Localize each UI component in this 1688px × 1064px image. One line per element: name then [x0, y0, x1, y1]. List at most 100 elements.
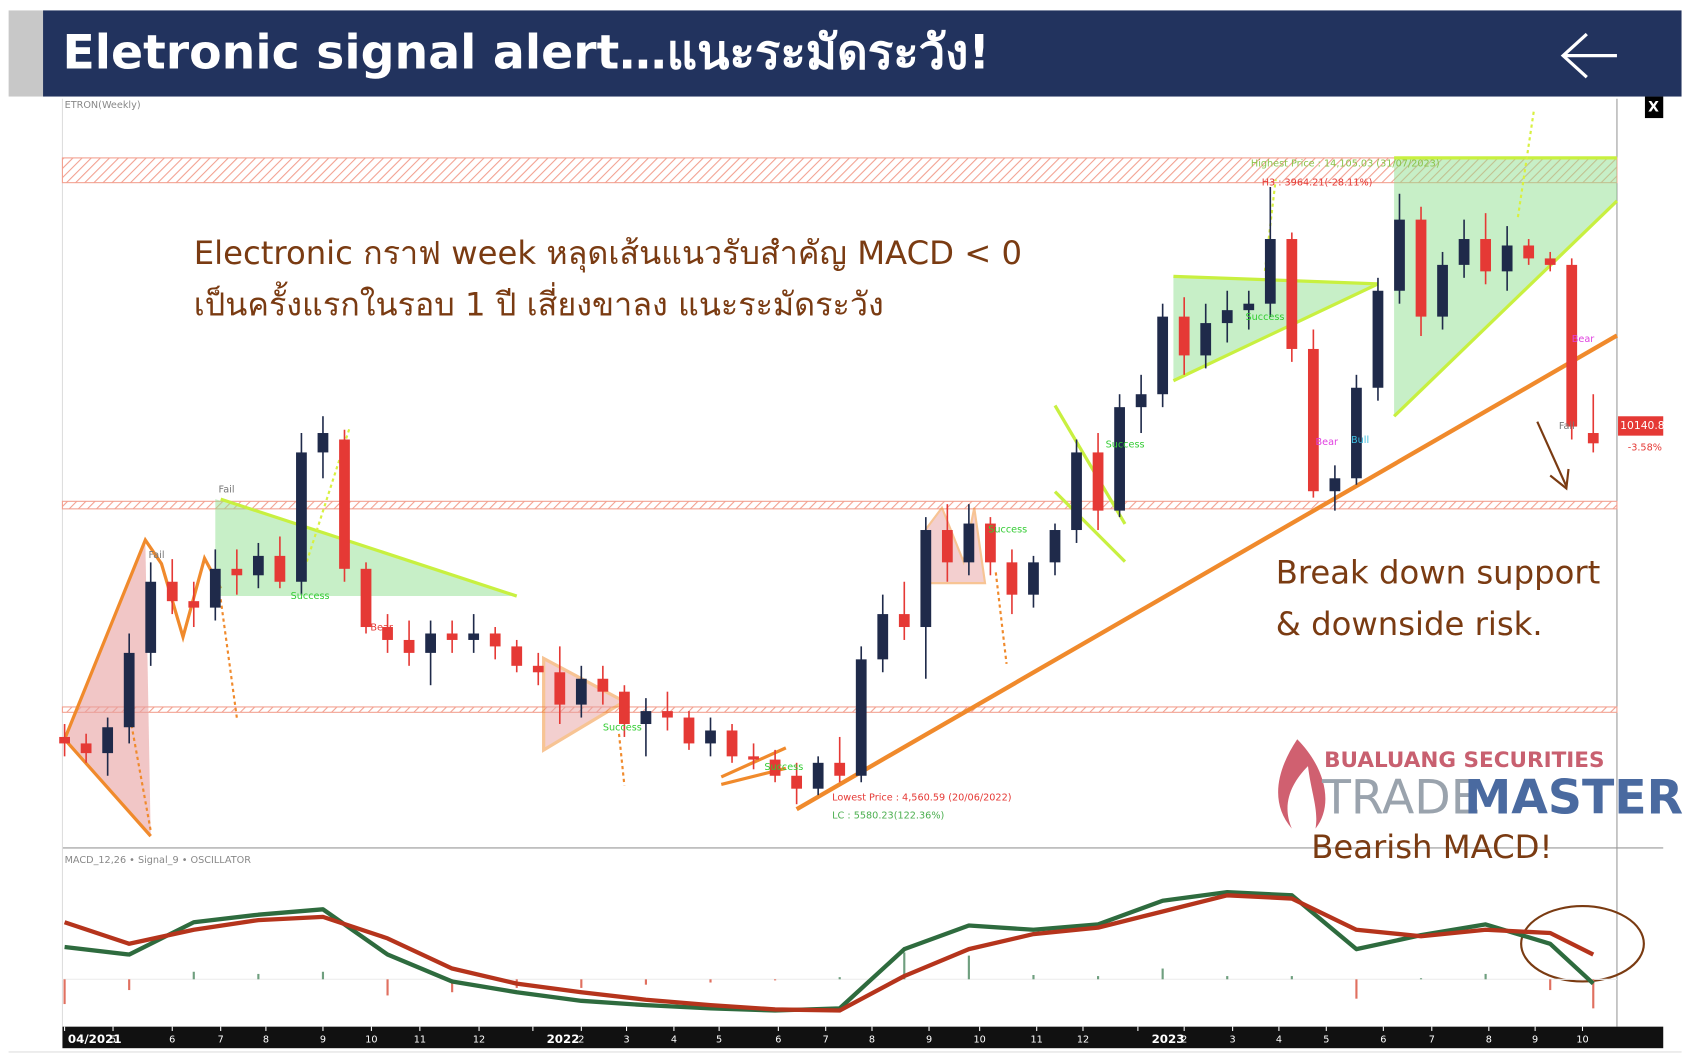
candle-body — [1415, 219, 1427, 317]
close-x[interactable]: X — [1648, 99, 1659, 115]
title: Eletronic signal alert…แนะระมัดระวัง! — [62, 26, 990, 81]
candle-body — [511, 646, 523, 666]
candle-body — [80, 743, 92, 754]
symbol: ETRON(Weekly) — [65, 100, 141, 111]
x-tick-label: 6 — [169, 1035, 175, 1046]
tag: Success — [1246, 312, 1285, 323]
candle-body — [812, 762, 824, 789]
candle-body — [662, 711, 673, 718]
x-tick-label: 5 — [1323, 1035, 1329, 1046]
candle-body — [1286, 239, 1298, 349]
price-label: 10140.82 — [1620, 419, 1671, 432]
candle-body — [468, 633, 480, 640]
x-tick-label: 2023 — [1152, 1032, 1185, 1046]
back-arrow[interactable] — [1560, 32, 1617, 79]
candle-body — [1092, 452, 1104, 511]
candle-body — [360, 568, 372, 628]
brand-trade: TRADE — [1321, 771, 1481, 826]
candle-body — [339, 439, 350, 569]
candle-body — [791, 775, 803, 789]
x-tick-label: 5 — [110, 1035, 116, 1046]
x-tick-label: 04/2021 — [68, 1032, 122, 1046]
tag: Bear — [370, 622, 393, 633]
candle-body — [619, 691, 630, 725]
x-tick-label: 7 — [1429, 1035, 1435, 1046]
x-axis-bar — [62, 1026, 1664, 1049]
candle-body — [123, 652, 135, 728]
x-tick-label: 8 — [1486, 1035, 1492, 1046]
candle-body — [640, 711, 652, 725]
annotation: Electronic กราฟ week หลุดเส้นแนวรับสำคัญ… — [194, 234, 1022, 273]
close-box[interactable] — [1644, 96, 1664, 119]
annotation: Break down support — [1276, 554, 1601, 592]
candle-body — [59, 736, 70, 744]
candle-body — [231, 568, 243, 576]
candle-body — [898, 614, 910, 628]
candle-body — [1028, 562, 1039, 595]
tag: Fail — [149, 550, 165, 561]
candle-body — [748, 756, 759, 760]
candle-body — [554, 672, 566, 705]
header-side — [8, 10, 46, 97]
x-tick-label: 9 — [320, 1035, 326, 1046]
candle-body — [705, 730, 716, 744]
header — [43, 10, 1682, 97]
macd-legend: MACD_12,26 • Signal_9 • OSCILLATOR — [65, 855, 252, 866]
x-tick-label: 4 — [1276, 1035, 1282, 1046]
x-tick-label: 6 — [775, 1035, 781, 1046]
candle-body — [296, 452, 307, 582]
candle-body — [1458, 239, 1470, 265]
candle-body — [382, 627, 393, 640]
candle-body — [1351, 387, 1362, 479]
candle-body — [317, 433, 329, 453]
candle-body — [920, 530, 932, 628]
candle-body — [726, 730, 738, 757]
price-box — [1618, 416, 1664, 436]
tag: Fail — [219, 484, 235, 495]
candle-body — [102, 727, 114, 754]
annotation: เป็นครั้งแรกในรอบ 1 ปี เสี่ยงขาลง แนะระม… — [194, 280, 884, 323]
candle-body — [941, 530, 953, 563]
tag: Bull — [1351, 435, 1369, 446]
candle-body — [489, 633, 501, 647]
candle-body — [403, 639, 415, 653]
candle-body — [1566, 264, 1578, 427]
info-lowest: Lowest Price : 4,560.59 (20/06/2022) — [832, 792, 1011, 803]
candle-body — [985, 523, 996, 563]
x-tick-label: 2 — [578, 1035, 584, 1046]
candle-body — [1006, 562, 1018, 595]
info-highest: Highest Price : 14,105.03 (31/07/2023) — [1251, 158, 1440, 169]
candle-body — [1157, 316, 1169, 395]
tag: Fail — [1559, 421, 1575, 432]
candle-body — [769, 759, 781, 776]
info-lc: LC : 5580.23(122.36%) — [832, 811, 944, 822]
brand-company: BUALUANG SECURITIES — [1324, 748, 1604, 773]
candle-body — [252, 555, 264, 576]
x-tick-label: 11 — [1031, 1035, 1043, 1046]
annotation: Bearish MACD! — [1311, 828, 1552, 866]
tag: Success — [1106, 439, 1145, 450]
x-tick-label: 5 — [716, 1035, 722, 1046]
candle-body — [274, 555, 286, 582]
candle-body — [1049, 530, 1061, 563]
patterns — [62, 109, 1619, 838]
x-tick-label: 9 — [1532, 1035, 1538, 1046]
x-tick-label: 4 — [671, 1035, 677, 1046]
x-tick-label: 12 — [1077, 1035, 1089, 1046]
candle-body — [1501, 245, 1513, 272]
candle-body — [188, 601, 200, 608]
candle-body — [166, 581, 178, 602]
tag: Success — [291, 591, 330, 602]
candle-body — [1221, 310, 1233, 324]
candle-body — [1329, 478, 1341, 492]
info-h3: H3 : 3964.21(-28.11%) — [1262, 178, 1373, 189]
tag: Bear — [1572, 334, 1595, 345]
x-tick-label: 8 — [263, 1035, 269, 1046]
candle-body — [532, 665, 544, 673]
candle-body — [1243, 303, 1255, 311]
candle-body — [575, 678, 587, 705]
x-tick-label: 11 — [414, 1035, 426, 1046]
candle-body — [855, 659, 867, 776]
